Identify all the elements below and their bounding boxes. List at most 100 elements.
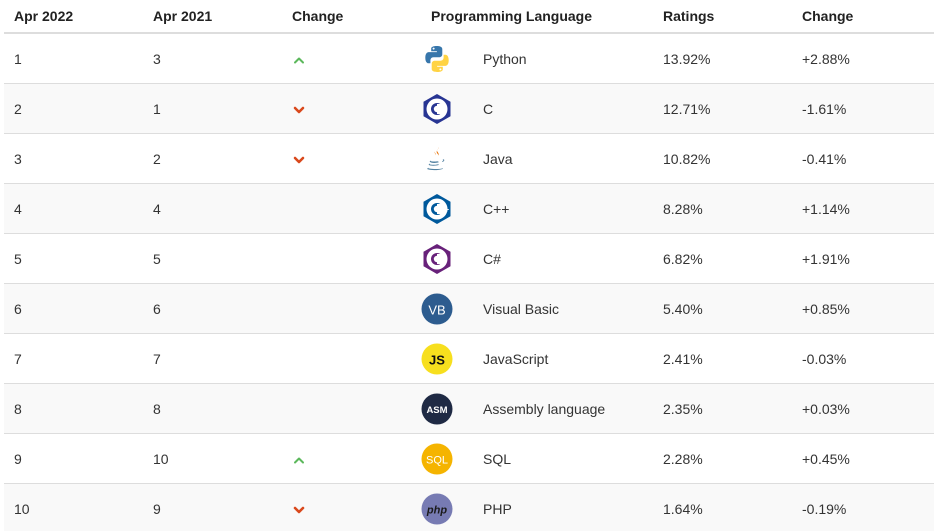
- language-ranking-table: Apr 2022 Apr 2021 Change Programming Lan…: [4, 0, 934, 531]
- rank-2022-cell: 7: [4, 333, 143, 384]
- language-logo-cell: [421, 33, 473, 84]
- rank-2022-cell: 6: [4, 283, 143, 334]
- language-logo-cell: JS: [421, 333, 473, 384]
- language-logo-cell: VB: [421, 283, 473, 334]
- table-row: 5 5 # C# 6.82% +1.91%: [4, 233, 934, 284]
- rank-2021-cell: 1: [143, 83, 282, 134]
- header-change-percent[interactable]: Change: [792, 0, 934, 34]
- c-icon: [423, 93, 451, 124]
- trend-cell: [282, 233, 421, 284]
- svg-text:+: +: [445, 207, 449, 214]
- rating-cell: 1.64%: [653, 483, 792, 531]
- rating-cell: 13.92%: [653, 33, 792, 84]
- language-logo-cell: ASM: [421, 383, 473, 434]
- header-row: Apr 2022 Apr 2021 Change Programming Lan…: [4, 0, 934, 34]
- rank-2021-cell: 10: [143, 433, 282, 484]
- chevron-up-icon: [294, 57, 304, 64]
- table-row: 9 10 SQL SQL 2.28% +0.45%: [4, 433, 934, 484]
- rank-2022-cell: 3: [4, 133, 143, 184]
- language-name-cell: C#: [473, 233, 653, 284]
- rating-cell: 6.82%: [653, 233, 792, 284]
- language-logo-cell: + +: [421, 183, 473, 234]
- cpp-icon: + +: [423, 193, 451, 224]
- svg-text:JS: JS: [429, 352, 445, 367]
- trend-cell: [282, 283, 421, 334]
- rating-change-cell: -0.41%: [792, 133, 934, 184]
- language-logo-cell: [421, 83, 473, 134]
- table-row: 1 3 Python 13.92% +2.88%: [4, 33, 934, 84]
- rating-cell: 2.28%: [653, 433, 792, 484]
- rank-2022-cell: 5: [4, 233, 143, 284]
- header-apr-2022[interactable]: Apr 2022: [4, 0, 143, 34]
- language-name-cell: Assembly language: [473, 383, 653, 434]
- svg-text:ASM: ASM: [426, 405, 447, 416]
- rating-cell: 8.28%: [653, 183, 792, 234]
- rank-2021-cell: 8: [143, 383, 282, 434]
- svg-text:#: #: [443, 257, 447, 264]
- language-logo-cell: #: [421, 233, 473, 284]
- rank-2021-cell: 9: [143, 483, 282, 531]
- table-row: 3 2 Java 10.82% -0.41%: [4, 133, 934, 184]
- svg-text:VB: VB: [428, 302, 445, 317]
- rating-change-cell: +2.88%: [792, 33, 934, 84]
- language-name-cell: Python: [473, 33, 653, 84]
- rank-2022-cell: 1: [4, 33, 143, 84]
- chevron-up-icon: [294, 457, 304, 464]
- java-icon: [427, 146, 445, 170]
- rating-cell: 5.40%: [653, 283, 792, 334]
- sql-icon: SQL: [421, 443, 453, 474]
- rating-cell: 2.41%: [653, 333, 792, 384]
- header-programming-language[interactable]: Programming Language: [421, 0, 653, 34]
- rank-2022-cell: 4: [4, 183, 143, 234]
- table-row: 2 1 C 12.71% -1.61%: [4, 83, 934, 134]
- table-row: 8 8 ASM Assembly language 2.35% +0.03%: [4, 383, 934, 434]
- rating-cell: 10.82%: [653, 133, 792, 184]
- rank-2022-cell: 9: [4, 433, 143, 484]
- rating-change-cell: +1.14%: [792, 183, 934, 234]
- php-icon: php: [421, 493, 453, 524]
- header-change[interactable]: Change: [282, 0, 421, 34]
- rank-2021-cell: 3: [143, 33, 282, 84]
- rank-2021-cell: 4: [143, 183, 282, 234]
- rating-change-cell: +0.45%: [792, 433, 934, 484]
- language-name-cell: Java: [473, 133, 653, 184]
- table-row: 10 9 php PHP 1.64% -0.19%: [4, 483, 934, 531]
- rating-cell: 12.71%: [653, 83, 792, 134]
- rating-change-cell: -1.61%: [792, 83, 934, 134]
- language-name-cell: PHP: [473, 483, 653, 531]
- assembly-icon: ASM: [421, 393, 453, 424]
- language-logo-cell: php: [421, 483, 473, 531]
- trend-cell: [282, 133, 421, 184]
- rating-change-cell: +0.03%: [792, 383, 934, 434]
- rank-2022-cell: 8: [4, 383, 143, 434]
- svg-text:SQL: SQL: [426, 454, 448, 466]
- rating-change-cell: -0.19%: [792, 483, 934, 531]
- svg-text:php: php: [426, 504, 447, 516]
- language-name-cell: SQL: [473, 433, 653, 484]
- language-logo-cell: [421, 133, 473, 184]
- rating-cell: 2.35%: [653, 383, 792, 434]
- table-row: 6 6 VB Visual Basic 5.40% +0.85%: [4, 283, 934, 334]
- trend-cell: [282, 83, 421, 134]
- trend-cell: [282, 433, 421, 484]
- table-row: 4 4 + + C++ 8.28% +1.14%: [4, 183, 934, 234]
- csharp-icon: #: [423, 243, 451, 274]
- rank-2021-cell: 5: [143, 233, 282, 284]
- table-header: Apr 2022 Apr 2021 Change Programming Lan…: [4, 0, 934, 34]
- trend-cell: [282, 483, 421, 531]
- rank-2021-cell: 2: [143, 133, 282, 184]
- language-name-cell: Visual Basic: [473, 283, 653, 334]
- trend-cell: [282, 183, 421, 234]
- rank-2021-cell: 6: [143, 283, 282, 334]
- javascript-icon: JS: [421, 343, 453, 374]
- rating-change-cell: -0.03%: [792, 333, 934, 384]
- header-apr-2021[interactable]: Apr 2021: [143, 0, 282, 34]
- trend-cell: [282, 383, 421, 434]
- visual-basic-icon: VB: [421, 293, 453, 324]
- rank-2022-cell: 10: [4, 483, 143, 531]
- header-ratings[interactable]: Ratings: [653, 0, 792, 34]
- chevron-down-icon: [293, 506, 305, 514]
- table-row: 7 7 JS JavaScript 2.41% -0.03%: [4, 333, 934, 384]
- trend-cell: [282, 333, 421, 384]
